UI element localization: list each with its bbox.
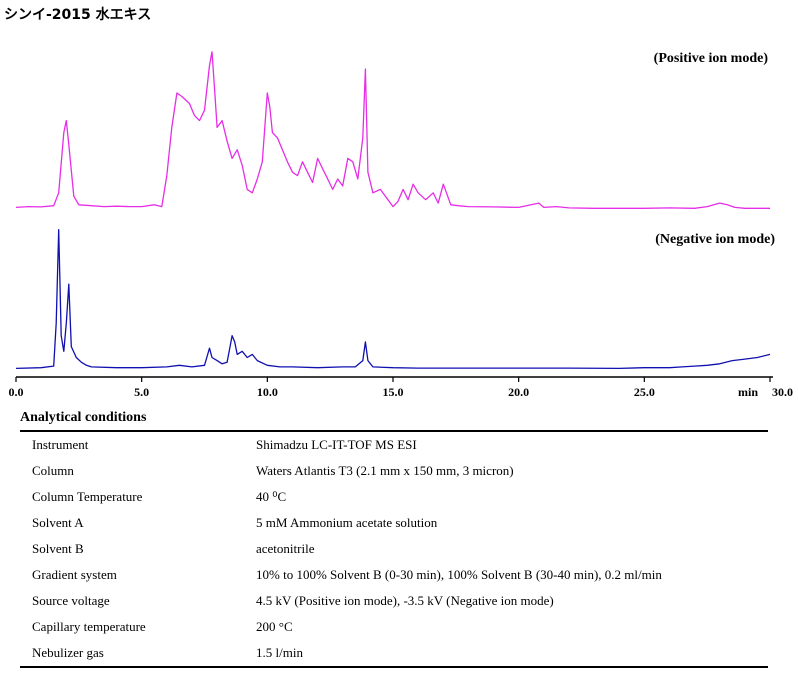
condition-label: Instrument (32, 437, 89, 452)
condition-row: Capillary temperature 200 °C (20, 614, 768, 640)
condition-label: Column (32, 463, 74, 478)
x-axis-ticks: 0.0 5.0 10.0 15.0 20.0 25.0 30.0 (9, 377, 793, 399)
conditions-table: Instrument Shimadzu LC-IT-TOF MS ESI Colum… (20, 430, 768, 668)
condition-row: Nebulizer gas 1.5 l/min (20, 640, 768, 667)
condition-row: Solvent A 5 mM Ammonium acetate solution (20, 510, 768, 536)
x-tick-label: 20.0 (508, 385, 529, 399)
condition-label: Nebulizer gas (32, 645, 104, 660)
negative-mode-label: (Negative ion mode) (655, 232, 775, 247)
condition-label: Solvent B (32, 541, 84, 556)
positive-ion-trace (15, 51, 770, 209)
condition-value: 5 mM Ammonium acetate solution (256, 515, 438, 530)
condition-row: Column Temperature 40 ⁰C (20, 484, 768, 510)
condition-value: 40 ⁰C (256, 489, 287, 504)
condition-row: Instrument Shimadzu LC-IT-TOF MS ESI (20, 431, 768, 458)
condition-label: Column Temperature (32, 489, 143, 504)
x-axis-unit-label: min (738, 385, 758, 399)
x-tick-label: 5.0 (134, 385, 149, 399)
condition-value: 1.5 l/min (256, 645, 303, 660)
negative-ion-trace (15, 228, 771, 370)
x-tick-label: 10.0 (257, 385, 278, 399)
condition-row: Column Waters Atlantis T3 (2.1 mm x 150 m… (20, 458, 768, 484)
condition-label: Capillary temperature (32, 619, 146, 634)
condition-row: Solvent B acetonitrile (20, 536, 768, 562)
x-tick-label: 15.0 (383, 385, 404, 399)
positive-mode-label: (Positive ion mode) (654, 51, 769, 66)
x-tick-label: 0.0 (9, 385, 24, 399)
x-tick-label: 30.0 (772, 385, 793, 399)
chart-title: シンイ-2015 水エキス (4, 7, 152, 23)
condition-value: Shimadzu LC-IT-TOF MS ESI (256, 437, 417, 452)
condition-label: Source voltage (32, 593, 110, 608)
condition-row: Source voltage 4.5 kV (Positive ion mode)… (20, 588, 768, 614)
condition-row: Gradient system 10% to 100% Solvent B (0-… (20, 562, 768, 588)
condition-value: 4.5 kV (Positive ion mode), -3.5 kV (Neg… (256, 593, 554, 608)
conditions-title: Analytical conditions (20, 410, 147, 425)
condition-label: Gradient system (32, 567, 117, 582)
condition-value: 10% to 100% Solvent B (0-30 min), 100% S… (256, 567, 662, 582)
chromatogram-chart: (Positive ion mode) (Negative ion mode) … (9, 51, 794, 399)
x-tick-label: 25.0 (634, 385, 655, 399)
chromatogram-traces (15, 51, 771, 370)
condition-label: Solvent A (32, 515, 84, 530)
condition-value: Waters Atlantis T3 (2.1 mm x 150 mm, 3 m… (256, 463, 514, 478)
analytical-conditions: Analytical conditions Instrument Shimadzu… (20, 410, 768, 668)
condition-value: acetonitrile (256, 541, 315, 556)
condition-value: 200 °C (256, 619, 293, 634)
